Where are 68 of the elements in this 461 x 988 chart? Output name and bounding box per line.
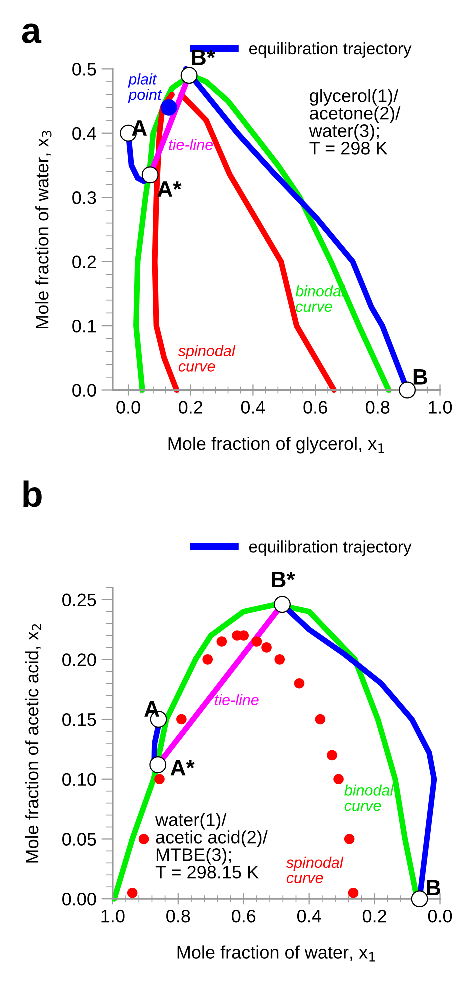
x-tick-label: 0.8	[166, 910, 190, 923]
x-tick-label: 1.0	[102, 910, 125, 923]
y-tick-label: 0.0	[72, 384, 96, 397]
point	[150, 756, 167, 774]
y-tick-label: 0.3	[72, 192, 96, 204]
series-label: tie-line	[169, 139, 214, 150]
annotation: B	[427, 880, 441, 896]
point	[262, 642, 272, 653]
x-tick-label: 1.0	[429, 401, 452, 414]
y-tick-label: 0.10	[62, 773, 96, 786]
point	[176, 714, 187, 725]
chart-title: a	[22, 24, 42, 44]
y-tick-label: 0.05	[62, 833, 96, 846]
y-tick-label: 0.2	[72, 256, 96, 269]
x-tick-label: 0.0	[428, 910, 452, 923]
chart-title: b	[24, 480, 42, 508]
point	[327, 750, 338, 761]
point	[334, 774, 344, 785]
y-tick-label: 0.20	[62, 654, 96, 666]
point	[127, 888, 138, 898]
series-label: spinodal curve	[286, 856, 344, 884]
x-tick-label: 0.4	[297, 910, 322, 923]
annotation: A*	[170, 760, 195, 776]
series-label: spinodal curve	[178, 345, 236, 372]
point	[138, 834, 150, 844]
text: B*	[192, 50, 216, 66]
point	[294, 678, 305, 689]
y-tick-label: 0.1	[72, 320, 96, 333]
y-tick-label: 0.00	[62, 893, 96, 906]
annotation: A	[144, 702, 160, 717]
point	[315, 714, 326, 725]
x-axis-title: Mole fraction of glycerol, x$_{1}$	[168, 436, 384, 454]
x-axis-title: Mole fraction of water, x$_{1}$	[178, 946, 376, 962]
y-tick-label: 0.15	[62, 713, 96, 726]
point	[216, 636, 228, 647]
legend-label: equilibration trajectory	[249, 42, 412, 58]
x-tick-label: 0.8	[366, 401, 390, 414]
y-axis-title: Mole fraction of acetic acid, x$_{2}$	[25, 624, 42, 863]
x-tick-label: 0.0	[116, 401, 140, 414]
annotation: B	[414, 369, 428, 385]
point	[274, 654, 286, 665]
legend-label: equilibration trajectory	[249, 540, 412, 556]
point	[202, 654, 214, 665]
series-label: plait point	[128, 74, 162, 104]
x-tick-label: 0.4	[241, 401, 266, 414]
point	[274, 596, 291, 614]
point	[142, 166, 159, 184]
point	[252, 636, 262, 647]
x-tick-label: 0.2	[179, 401, 203, 414]
y-tick-label: 0.5	[72, 63, 96, 76]
series-label: binodal curve	[344, 784, 394, 812]
series-label: tie-line	[215, 694, 259, 706]
text: B*	[272, 572, 296, 588]
point	[344, 834, 355, 844]
point	[160, 99, 178, 116]
y-axis-title: Mole fraction of water, x$_{3}$	[36, 131, 52, 328]
x-tick-label: 0.2	[362, 910, 386, 923]
x-tick-label: 0.6	[304, 401, 328, 414]
point	[154, 774, 165, 785]
annotation: A	[132, 120, 148, 136]
y-tick-label: 0.25	[62, 594, 96, 607]
point	[180, 67, 198, 84]
point	[411, 890, 428, 908]
x-tick-label: 0.6	[232, 910, 256, 923]
point	[348, 888, 359, 898]
annotation: water(1)/ acetic acid(2)/ MTBE(3); T = 298.15 K	[155, 813, 268, 879]
y-tick-label: 0.4	[72, 127, 96, 140]
annotation: glycerol(1)/ acetone(2)/ water(3); T = 298 K	[309, 89, 401, 155]
